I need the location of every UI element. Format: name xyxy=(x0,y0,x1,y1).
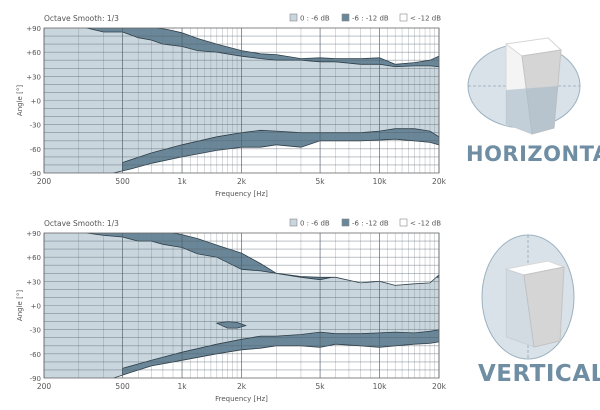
x-tick-label: 1k xyxy=(177,382,187,391)
legend-label: < -12 dB xyxy=(410,15,441,23)
legend-swatch xyxy=(289,218,298,227)
y-tick-label: +30 xyxy=(26,73,41,81)
legend-swatch xyxy=(289,13,298,22)
vertical-label: VERTICAL xyxy=(478,361,600,387)
y-tick-label: -60 xyxy=(30,146,41,154)
x-tick-label: 500 xyxy=(115,382,130,391)
legend-label: 0 : -6 dB xyxy=(300,15,330,23)
legend-label: -6 : -12 dB xyxy=(352,15,389,23)
y-tick-label: +0 xyxy=(31,303,41,311)
x-axis-label: Frequency [Hz] xyxy=(215,395,268,403)
plot-border xyxy=(43,27,440,174)
x-tick-label: 20k xyxy=(432,177,447,186)
y-axis-label: Angle [°] xyxy=(16,290,24,321)
horizontal-panel: +90 +60 +30 +0 -30 -60 -90 200 500 1k 2k 5k 10k 20k Fr… xyxy=(16,13,600,198)
legend-label: 0 : -6 dB xyxy=(300,220,330,228)
y-tick-label: +0 xyxy=(31,98,41,106)
legend-swatch xyxy=(399,218,408,227)
x-tick-label: 200 xyxy=(37,382,52,391)
y-tick-label: +90 xyxy=(26,25,41,33)
y-tick-label: +90 xyxy=(26,230,41,238)
y-tick-label: +60 xyxy=(26,49,41,57)
contour-12db-upper xyxy=(172,233,439,286)
speaker-horizontal-illustration xyxy=(467,37,581,135)
y-tick-label: -90 xyxy=(30,170,41,178)
y-tick-label: +60 xyxy=(26,254,41,262)
legend-swatch xyxy=(341,218,350,227)
legend-label: -6 : -12 dB xyxy=(352,220,389,228)
y-tick-label: -60 xyxy=(30,351,41,359)
y-axis-label: Angle [°] xyxy=(16,85,24,116)
x-tick-label: 1k xyxy=(177,177,187,186)
x-tick-label: 10k xyxy=(373,382,388,391)
x-axis-label: Frequency [Hz] xyxy=(215,190,268,198)
x-tick-label: 5k xyxy=(316,382,326,391)
chart-title: Octave Smooth: 1/3 xyxy=(44,219,119,228)
y-tick-label: -30 xyxy=(30,122,41,130)
x-tick-label: 200 xyxy=(37,177,52,186)
y-tick-label: -90 xyxy=(30,375,41,383)
legend-swatch xyxy=(399,13,408,22)
x-tick-label: 2k xyxy=(237,177,247,186)
x-tick-label: 500 xyxy=(115,177,130,186)
chart-title: Octave Smooth: 1/3 xyxy=(44,14,119,23)
x-tick-label: 5k xyxy=(316,177,326,186)
y-tick-label: +30 xyxy=(26,278,41,286)
y-tick-label: -30 xyxy=(30,327,41,335)
x-tick-label: 20k xyxy=(432,382,447,391)
plot-border xyxy=(43,232,440,379)
legend-swatch xyxy=(341,13,350,22)
vertical-panel: +90 +60 +30 +0 -30 -60 -90 200 500 1k 2k 5k 10k 20k Fr… xyxy=(0,205,600,410)
x-tick-label: 10k xyxy=(373,177,388,186)
speaker-vertical-illustration xyxy=(481,234,575,360)
legend-label: < -12 dB xyxy=(410,220,441,228)
horizontal-label: HORIZONTAL xyxy=(466,142,600,166)
x-tick-label: 2k xyxy=(237,382,247,391)
